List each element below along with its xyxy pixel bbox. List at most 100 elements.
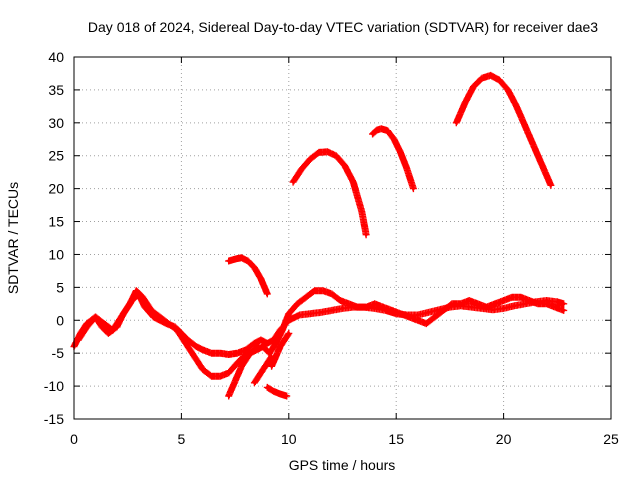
data-point — [381, 305, 385, 309]
y-tick-label: -15 — [44, 411, 64, 427]
data-point — [298, 313, 302, 317]
data-point — [407, 315, 411, 319]
data-point — [257, 345, 261, 349]
data-point — [506, 88, 510, 92]
y-axis-label: SDTVAR / TECUs — [5, 182, 21, 294]
series-markers — [452, 71, 555, 189]
data-point — [265, 385, 269, 389]
data-point — [304, 295, 308, 299]
data-point — [379, 127, 383, 131]
data-point — [175, 328, 179, 332]
data-point — [489, 73, 493, 77]
data-point — [111, 328, 115, 332]
data-point — [398, 150, 402, 154]
data-point — [287, 331, 291, 335]
data-point — [270, 364, 274, 368]
data-point — [527, 299, 531, 303]
data-point — [308, 157, 312, 161]
series-arc-c — [369, 125, 417, 193]
data-point — [392, 137, 396, 141]
data-point — [512, 304, 516, 308]
data-point — [341, 306, 344, 310]
x-axis: 0 5 10 15 20 25 — [70, 57, 619, 447]
data-point — [151, 315, 155, 319]
data-point — [463, 101, 467, 105]
data-point — [562, 308, 566, 312]
data-point — [532, 144, 536, 148]
data-point — [424, 322, 428, 326]
plot-points — [70, 71, 568, 400]
data-point — [502, 306, 506, 310]
data-point — [334, 154, 338, 158]
y-tick-label: 25 — [48, 148, 64, 164]
data-point — [209, 374, 213, 378]
data-point — [85, 325, 89, 329]
data-point — [218, 351, 222, 355]
data-point — [523, 302, 527, 306]
series-arc-b — [289, 148, 370, 239]
data-point — [514, 104, 518, 108]
data-point — [167, 322, 171, 326]
y-tick-label: 30 — [48, 115, 64, 131]
data-point — [356, 305, 360, 309]
data-point — [227, 394, 231, 398]
data-point — [555, 300, 559, 304]
series-dip-c — [268, 329, 293, 370]
data-point — [259, 277, 263, 281]
data-point — [265, 341, 269, 345]
x-tick-label: 10 — [281, 431, 297, 447]
data-point — [416, 313, 420, 317]
data-point — [158, 315, 162, 319]
x-tick-label: 25 — [603, 431, 619, 447]
data-point — [246, 259, 250, 263]
data-point — [347, 302, 351, 306]
data-point — [235, 361, 239, 365]
data-point — [240, 256, 244, 260]
y-axis: -15 -10 -5 0 5 10 15 20 25 30 35 40 — [44, 49, 611, 427]
data-point — [291, 180, 295, 184]
data-point — [201, 368, 205, 372]
data-point — [248, 351, 252, 355]
data-point — [231, 384, 235, 388]
data-point — [300, 167, 304, 171]
data-point — [364, 305, 368, 309]
data-point — [240, 364, 244, 368]
data-point — [360, 210, 364, 214]
data-point — [317, 150, 321, 154]
data-point — [523, 124, 527, 128]
data-point — [375, 128, 379, 132]
data-point — [76, 338, 80, 342]
data-point — [493, 302, 497, 306]
data-point — [119, 315, 123, 319]
data-point — [252, 341, 256, 345]
data-point — [459, 302, 463, 306]
y-tick-label: 35 — [48, 82, 64, 98]
x-tick-label: 0 — [70, 431, 78, 447]
data-point — [405, 167, 409, 171]
data-point — [390, 308, 394, 312]
series-dip-b — [250, 353, 276, 387]
data-point — [252, 266, 256, 270]
y-tick-label: 20 — [48, 181, 64, 197]
data-point — [330, 292, 334, 296]
data-point — [491, 308, 495, 312]
data-point — [562, 302, 566, 306]
data-point — [102, 322, 106, 326]
x-tick-label: 5 — [178, 431, 186, 447]
data-point — [398, 312, 402, 316]
series-arc-d — [452, 71, 555, 189]
data-point — [545, 302, 549, 306]
y-tick-label: -5 — [52, 345, 65, 361]
data-point — [227, 371, 231, 375]
data-point — [244, 348, 248, 352]
series-markers — [369, 125, 417, 193]
data-point — [278, 392, 282, 396]
y-tick-label: 5 — [56, 279, 64, 295]
data-point — [364, 233, 368, 237]
chart-title: Day 018 of 2024, Sidereal Day-to-day VTE… — [88, 19, 598, 35]
data-point — [201, 348, 205, 352]
data-point — [134, 289, 138, 293]
data-point — [149, 308, 153, 312]
data-point — [272, 389, 276, 393]
data-point — [280, 328, 284, 332]
